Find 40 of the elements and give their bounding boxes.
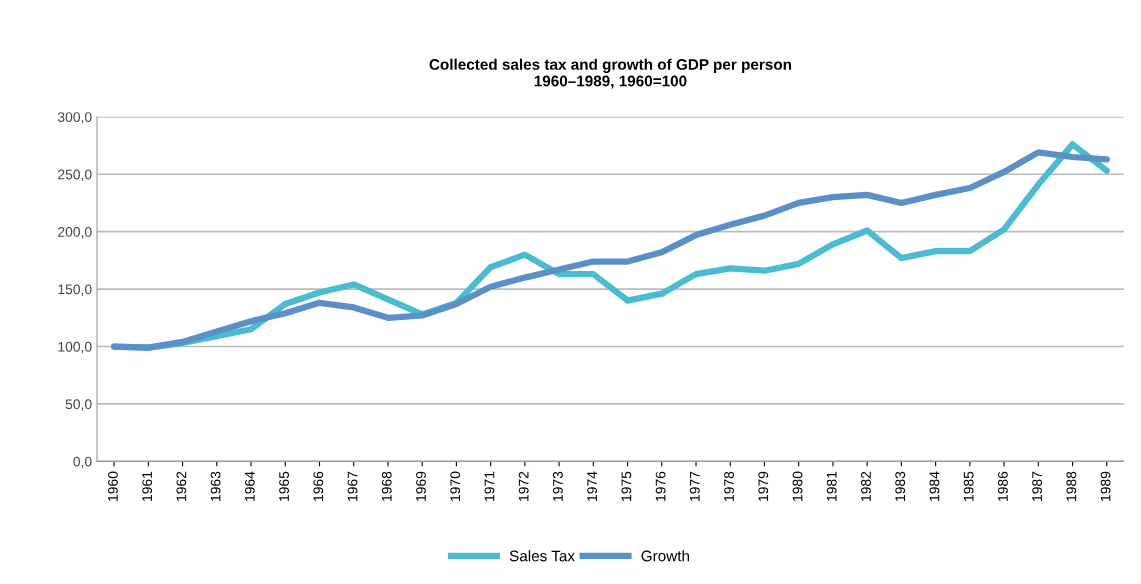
y-tick-label: 0,0 xyxy=(73,456,92,469)
x-tick-label: 1983 xyxy=(895,471,906,501)
y-tick-label: 50,0 xyxy=(65,399,92,411)
x-tick-label: 1970 xyxy=(450,471,461,501)
x-tick-label: 1984 xyxy=(929,471,940,501)
x-tick-label: 1969 xyxy=(416,471,426,501)
x-tick-label: 1972 xyxy=(518,471,529,501)
x-tick-label: 1974 xyxy=(587,471,598,501)
x-tick-label: 1986 xyxy=(997,471,1008,501)
x-tick-label: 1966 xyxy=(313,471,324,501)
y-tick-label: 200,0 xyxy=(58,226,92,239)
y-tick-label: 300,0 xyxy=(57,112,92,124)
y-tick-label: 250,0 xyxy=(58,169,92,182)
chart-title: Collected sales tax and growth of GDP per person 1960–1989, 1960=100 xyxy=(429,58,792,89)
x-tick-label: 1987 xyxy=(1032,471,1043,501)
x-tick-label: 1975 xyxy=(621,471,632,501)
x-tick-label: 1961 xyxy=(142,471,153,501)
x-tick-label: 1980 xyxy=(792,471,803,501)
x-tick-label: 1978 xyxy=(724,471,734,501)
x-tick-label: 1963 xyxy=(210,471,221,501)
x-tick-label: 1976 xyxy=(655,471,666,501)
x-tick-label: 1982 xyxy=(861,471,871,501)
x-tick-label: 1971 xyxy=(484,471,495,501)
x-tick-label: 1960 xyxy=(107,471,118,501)
y-tick-label: 150,0 xyxy=(58,284,92,296)
x-tick-label: 1964 xyxy=(244,471,255,501)
x-tick-label: 1962 xyxy=(176,471,187,501)
x-tick-label: 1989 xyxy=(1100,471,1111,501)
x-tick-label: 1979 xyxy=(758,471,769,501)
x-tick-label: 1981 xyxy=(826,471,837,501)
x-tick-label: 1965 xyxy=(279,471,289,501)
x-tick-label: 1977 xyxy=(689,471,700,501)
x-tick-label: 1988 xyxy=(1066,471,1077,501)
x-tick-label: 1985 xyxy=(963,471,974,501)
x-tick-label: 1967 xyxy=(347,471,358,501)
y-tick-label: 100,0 xyxy=(58,341,92,354)
legend-label: Sales Tax xyxy=(509,550,575,562)
x-tick-label: 1973 xyxy=(552,471,563,501)
x-tick-label: 1968 xyxy=(381,471,392,501)
legend-label: Growth xyxy=(641,550,689,562)
